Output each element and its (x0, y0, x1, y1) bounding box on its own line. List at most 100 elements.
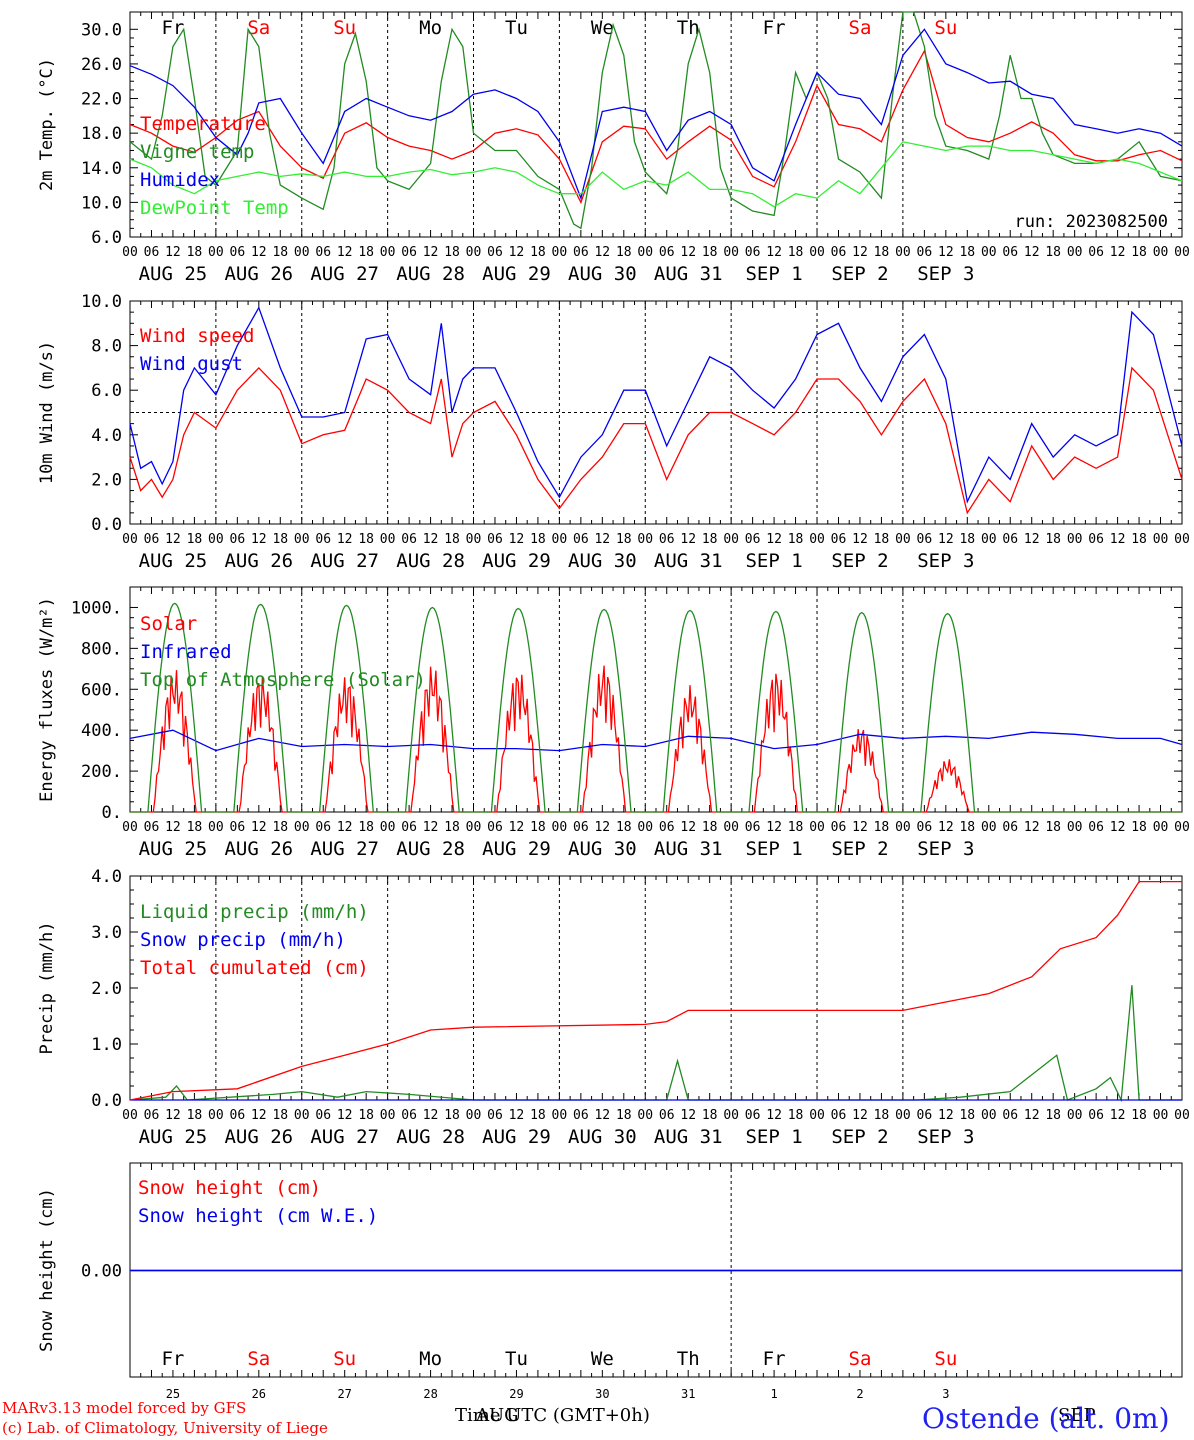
hour-tick-label: 12 (337, 532, 353, 547)
hour-tick-label: 18 (702, 820, 718, 835)
hour-tick-label: 00 (1174, 245, 1190, 260)
hour-tick-label: 06 (144, 820, 160, 835)
hour-tick-label: 00 (380, 532, 396, 547)
y-axis-title: Energy fluxes (W/m²) (37, 597, 57, 802)
hour-tick-label: 12 (337, 820, 353, 835)
hour-tick-label: 12 (852, 532, 868, 547)
day-label: AUG 26 (224, 550, 293, 572)
hour-tick-label: 00 (1067, 245, 1083, 260)
weekday-label: Fr (161, 17, 184, 39)
series-line (129, 49, 1183, 205)
hour-tick-label: 00 (723, 532, 739, 547)
hour-tick-label: 18 (616, 820, 632, 835)
hour-tick-label: 18 (874, 245, 890, 260)
day-number-label: 30 (595, 1387, 609, 1401)
x-axis-overlap-text: AUG (476, 1405, 519, 1426)
day-number-label: 2 (856, 1387, 863, 1401)
hour-tick-label: 18 (530, 532, 546, 547)
weekday-label: Mo (419, 17, 442, 39)
hour-tick-label: 18 (187, 1108, 203, 1123)
hour-tick-label: 00 (1153, 245, 1169, 260)
hour-tick-label: 18 (959, 532, 975, 547)
y-tick-label: 2.0 (91, 470, 122, 490)
weekday-label: Th (677, 1348, 700, 1370)
hour-tick-label: 06 (745, 532, 761, 547)
legend-label: Solar (140, 613, 197, 635)
hour-tick-label: 12 (766, 820, 782, 835)
hour-tick-label: 12 (251, 532, 267, 547)
series-line (129, 880, 1182, 1101)
y-tick-label: 8.0 (91, 337, 122, 357)
hour-tick-label: 00 (294, 245, 310, 260)
hour-tick-label: 18 (788, 1108, 804, 1123)
hour-tick-label: 06 (487, 820, 503, 835)
hour-tick-label: 00 (552, 820, 568, 835)
hour-tick-label: 00 (637, 820, 653, 835)
hour-tick-label: 06 (230, 1108, 246, 1123)
hour-tick-label: 12 (509, 245, 525, 260)
hour-tick-label: 18 (358, 820, 374, 835)
hour-tick-label: 12 (766, 245, 782, 260)
hour-tick-label: 06 (230, 820, 246, 835)
x-axis-title: Time UTC (GMT+0h) (455, 1405, 650, 1426)
hour-tick-label: 00 (981, 532, 997, 547)
hour-tick-label: 12 (938, 820, 954, 835)
hour-tick-label: 06 (401, 1108, 417, 1123)
series-line (129, 11, 1183, 230)
day-label: AUG 25 (139, 1126, 208, 1148)
hour-tick-label: 12 (680, 532, 696, 547)
legend-label: Infrared (140, 641, 232, 663)
hour-tick-label: 18 (272, 820, 288, 835)
hour-tick-label: 06 (230, 532, 246, 547)
hour-tick-label: 06 (917, 820, 933, 835)
y-axis-title: Precip (mm/h) (37, 921, 57, 1054)
hour-tick-label: 18 (702, 245, 718, 260)
day-label: SEP 3 (917, 1126, 974, 1148)
hour-tick-label: 00 (208, 1108, 224, 1123)
day-label: AUG 27 (310, 263, 379, 285)
hour-tick-label: 18 (1045, 820, 1061, 835)
weekday-label: Tu (505, 17, 528, 39)
hour-tick-label: 18 (358, 245, 374, 260)
hour-tick-label: 00 (208, 532, 224, 547)
panel-frame (129, 586, 1183, 813)
hour-tick-label: 06 (917, 1108, 933, 1123)
day-label: AUG 31 (654, 263, 723, 285)
hour-tick-label: 06 (917, 532, 933, 547)
hour-tick-label: 12 (680, 1108, 696, 1123)
weekday-label: Tu (505, 1348, 528, 1370)
hour-tick-label: 12 (251, 245, 267, 260)
hour-tick-label: 18 (444, 1108, 460, 1123)
weekday-label: Su (934, 1348, 957, 1370)
day-label: AUG 27 (310, 838, 379, 860)
legend-label: Vigne temp (140, 141, 254, 163)
hour-tick-label: 18 (788, 245, 804, 260)
station-title: Ostende (alt. 0m) (922, 1402, 1170, 1435)
hour-tick-label: 00 (294, 1108, 310, 1123)
hour-tick-label: 12 (423, 532, 439, 547)
hour-tick-label: 12 (594, 1108, 610, 1123)
y-tick-label: 600. (81, 680, 122, 700)
day-label: SEP 1 (745, 838, 802, 860)
hour-tick-label: 12 (1110, 245, 1126, 260)
hour-tick-label: 12 (337, 1108, 353, 1123)
hour-tick-label: 00 (1153, 820, 1169, 835)
hour-tick-label: 06 (1002, 245, 1018, 260)
weekday-label: We (591, 17, 614, 39)
hour-tick-label: 06 (401, 245, 417, 260)
day-number-label: 25 (166, 1387, 180, 1401)
hour-tick-label: 00 (809, 532, 825, 547)
hour-tick-label: 00 (1067, 820, 1083, 835)
y-tick-label: 10.0 (81, 193, 122, 213)
hour-tick-label: 18 (444, 532, 460, 547)
hour-tick-label: 12 (852, 820, 868, 835)
y-axis-title: Snow height (cm) (37, 1188, 57, 1352)
day-number-label: 1 (770, 1387, 777, 1401)
hour-tick-label: 12 (423, 1108, 439, 1123)
hour-tick-label: 18 (1131, 245, 1147, 260)
hour-tick-label: 06 (1088, 245, 1104, 260)
hour-tick-label: 06 (745, 1108, 761, 1123)
weekday-label: Mo (419, 1348, 442, 1370)
y-tick-label: 6.0 (91, 381, 122, 401)
day-label: SEP 1 (745, 263, 802, 285)
